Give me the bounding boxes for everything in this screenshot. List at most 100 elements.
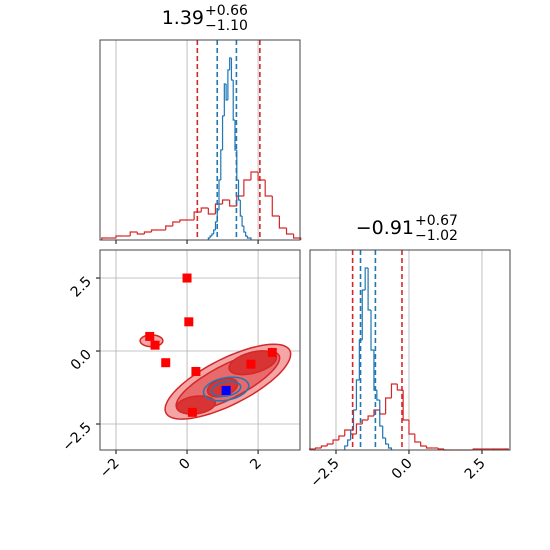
title-value: −0.91: [356, 217, 414, 239]
sample-marker: [246, 359, 256, 369]
title-lower-error: −1.02: [415, 228, 458, 244]
histogram-step: [179, 219, 188, 222]
histogram-step: [143, 231, 152, 234]
histogram-step: [172, 221, 180, 226]
histogram-step: [370, 310, 374, 351]
x-tick-label: −2: [97, 456, 123, 482]
histogram-step: [352, 409, 357, 430]
histogram-step: [150, 229, 159, 232]
histogram-step: [379, 400, 383, 427]
x-tick-label: 2: [247, 456, 265, 474]
histogram-step: [420, 442, 427, 447]
histogram-step: [364, 267, 369, 290]
y-tick-label: −2.5: [59, 420, 94, 455]
histogram-step: [245, 232, 248, 237]
histogram-step: [344, 429, 351, 436]
x-tick-label: −2.5: [307, 456, 342, 491]
histogram-step: [211, 233, 214, 236]
histogram-step: [221, 115, 225, 150]
histogram-step: [344, 445, 348, 450]
histogram-step: [207, 208, 216, 215]
histogram-step: [200, 207, 209, 212]
histogram-step: [115, 235, 124, 238]
title-upper-error: +0.67: [415, 213, 458, 229]
histogram-step: [193, 211, 202, 220]
histogram-step: [249, 237, 252, 240]
histogram-step: [264, 180, 273, 197]
histogram-step: [227, 69, 230, 100]
histogram-step: [218, 179, 221, 210]
histogram-step: [425, 446, 433, 449]
histogram-step: [414, 434, 421, 443]
histogram-step: [239, 200, 243, 217]
histogram-step: [293, 234, 302, 240]
histogram-step: [237, 180, 241, 201]
histogram-step: [243, 226, 246, 233]
histogram-step: [338, 435, 345, 440]
histogram-step: [437, 448, 445, 450]
histogram-step: [314, 447, 322, 449]
sample-marker: [267, 347, 277, 357]
histogram-step: [136, 232, 145, 235]
histogram-step: [165, 225, 173, 230]
histogram-step: [278, 216, 287, 229]
histogram-step: [390, 383, 398, 398]
title-upper-error: +0.66: [205, 3, 248, 19]
histogram-step: [355, 379, 360, 410]
histogram-step: [387, 444, 393, 450]
histogram-step: [367, 415, 374, 420]
y-tick-label: 2.5: [68, 274, 95, 301]
panel-frame: [99, 249, 301, 451]
histogram-step: [209, 235, 212, 238]
sample-marker: [182, 273, 192, 283]
histogram-step: [230, 58, 234, 81]
histogram-step: [326, 443, 334, 446]
histogram-step: [367, 268, 372, 311]
sample-marker: [191, 366, 201, 376]
histogram-step: [214, 203, 223, 214]
contour: [175, 395, 216, 415]
histogram-step: [402, 390, 409, 421]
histogram-step: [408, 420, 415, 435]
x-tick-label: 2.5: [462, 456, 489, 483]
histogram-step: [257, 172, 266, 181]
sample-marker: [150, 340, 160, 350]
x-tick-label: 0.0: [389, 456, 416, 483]
contour: [210, 380, 242, 398]
histogram-step: [220, 149, 223, 180]
histogram-step: [332, 439, 339, 444]
histogram-step: [129, 231, 138, 236]
panel-frame: [99, 39, 301, 241]
histogram-step: [241, 216, 244, 227]
histogram-step: [271, 196, 280, 217]
sample-marker: [184, 317, 194, 327]
histogram-step: [355, 423, 363, 434]
histogram-step: [373, 409, 380, 416]
histogram-step: [243, 179, 251, 196]
sample-marker: [161, 358, 171, 368]
histogram-step: [229, 200, 237, 207]
histogram-step: [385, 438, 389, 445]
histogram-step: [320, 445, 328, 448]
histogram-step: [376, 390, 380, 401]
title-lower-error: −1.10: [205, 18, 248, 34]
histogram-step: [285, 228, 294, 235]
histogram-step: [361, 419, 369, 424]
histogram-step: [347, 439, 351, 446]
histogram-step: [361, 289, 366, 340]
sample-marker: [221, 385, 231, 395]
histogram-step: [232, 80, 235, 121]
contour: [202, 376, 250, 402]
histogram-step: [385, 397, 392, 414]
histogram-step: [101, 237, 109, 240]
x-tick-label: 0: [176, 456, 194, 474]
histogram-step: [213, 229, 216, 234]
histogram-step: [250, 171, 259, 180]
panel-frame: [309, 249, 511, 451]
title-value: 1.39: [162, 7, 204, 29]
sample-marker: [145, 331, 155, 341]
histogram-step: [382, 426, 386, 439]
histogram-step: [221, 199, 230, 204]
histogram-step: [246, 236, 250, 239]
